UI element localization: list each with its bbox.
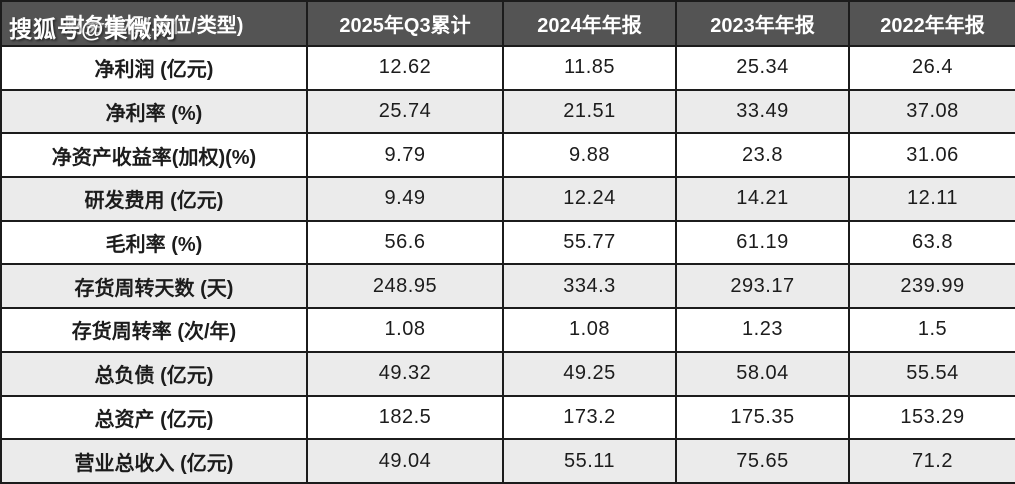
header-2024-annual: 2024年年报: [502, 0, 677, 47]
metric-value: 175.35: [675, 394, 850, 441]
table-row: 净利润 (亿元) 12.62 11.85 25.34 26.4: [0, 45, 1015, 91]
metric-label: 毛利率 (%): [0, 219, 308, 266]
metric-value: 182.5: [306, 394, 504, 441]
table-row: 营业总收入 (亿元) 49.04 55.11 75.65 71.2: [0, 438, 1015, 484]
table-body: 净利润 (亿元) 12.62 11.85 25.34 26.4 净利率 (%) 25.74 2…: [0, 45, 1015, 484]
metric-label: 净利润 (亿元): [0, 45, 308, 91]
metric-value: 248.95: [306, 263, 504, 310]
metric-value: 12.24: [502, 176, 677, 222]
header-2025-q3: 2025年Q3累计: [306, 0, 504, 47]
metric-value: 56.6: [306, 219, 504, 266]
metric-value: 9.49: [306, 176, 504, 222]
metric-value: 55.11: [502, 438, 677, 484]
metric-value: 1.5: [848, 307, 1015, 353]
metric-label: 存货周转天数 (天): [0, 263, 308, 310]
metric-value: 58.04: [675, 350, 850, 397]
metric-value: 61.19: [675, 219, 850, 266]
table-row: 净资产收益率(加权)(%) 9.79 9.88 23.8 31.06: [0, 132, 1015, 179]
table-row: 净利率 (%) 25.74 21.51 33.49 37.08: [0, 88, 1015, 135]
metric-value: 37.08: [848, 88, 1015, 135]
metric-value: 12.11: [848, 176, 1015, 222]
metric-value: 25.34: [675, 45, 850, 91]
metric-value: 21.51: [502, 88, 677, 135]
metric-value: 49.04: [306, 438, 504, 484]
metric-label: 净利率 (%): [0, 88, 308, 135]
metric-value: 9.79: [306, 132, 504, 179]
metric-value: 75.65: [675, 438, 850, 484]
metric-value: 33.49: [675, 88, 850, 135]
metric-label: 总资产 (亿元): [0, 394, 308, 441]
metric-value: 26.4: [848, 45, 1015, 91]
metric-value: 153.29: [848, 394, 1015, 441]
table-header-row: 财务指标(单位/类型) 2025年Q3累计 2024年年报 2023年年报 20…: [0, 0, 1015, 47]
table-row: 存货周转率 (次/年) 1.08 1.08 1.23 1.5: [0, 307, 1015, 353]
table-row: 总负债 (亿元) 49.32 49.25 58.04 55.54: [0, 350, 1015, 397]
metric-value: 63.8: [848, 219, 1015, 266]
metric-value: 334.3: [502, 263, 677, 310]
metric-value: 25.74: [306, 88, 504, 135]
header-2022-annual: 2022年年报: [848, 0, 1015, 47]
metric-value: 49.25: [502, 350, 677, 397]
header-2023-annual: 2023年年报: [675, 0, 850, 47]
header-metric-column: 财务指标(单位/类型): [0, 0, 308, 47]
metric-value: 31.06: [848, 132, 1015, 179]
metric-value: 55.54: [848, 350, 1015, 397]
table-row: 总资产 (亿元) 182.5 173.2 175.35 153.29: [0, 394, 1015, 441]
metric-value: 71.2: [848, 438, 1015, 484]
metric-label: 营业总收入 (亿元): [0, 438, 308, 484]
metric-label: 研发费用 (亿元): [0, 176, 308, 222]
metric-value: 9.88: [502, 132, 677, 179]
metric-value: 173.2: [502, 394, 677, 441]
metric-value: 239.99: [848, 263, 1015, 310]
metric-value: 14.21: [675, 176, 850, 222]
metric-value: 1.23: [675, 307, 850, 353]
metric-value: 23.8: [675, 132, 850, 179]
table-row: 存货周转天数 (天) 248.95 334.3 293.17 239.99: [0, 263, 1015, 310]
metric-label: 总负债 (亿元): [0, 350, 308, 397]
table-row: 毛利率 (%) 56.6 55.77 61.19 63.8: [0, 219, 1015, 266]
table-row: 研发费用 (亿元) 9.49 12.24 14.21 12.11: [0, 176, 1015, 222]
metric-value: 12.62: [306, 45, 504, 91]
metric-value: 1.08: [502, 307, 677, 353]
metric-value: 49.32: [306, 350, 504, 397]
metric-value: 55.77: [502, 219, 677, 266]
metric-label: 净资产收益率(加权)(%): [0, 132, 308, 179]
metric-label: 存货周转率 (次/年): [0, 307, 308, 353]
metric-value: 293.17: [675, 263, 850, 310]
metric-value: 11.85: [502, 45, 677, 91]
metric-value: 1.08: [306, 307, 504, 353]
